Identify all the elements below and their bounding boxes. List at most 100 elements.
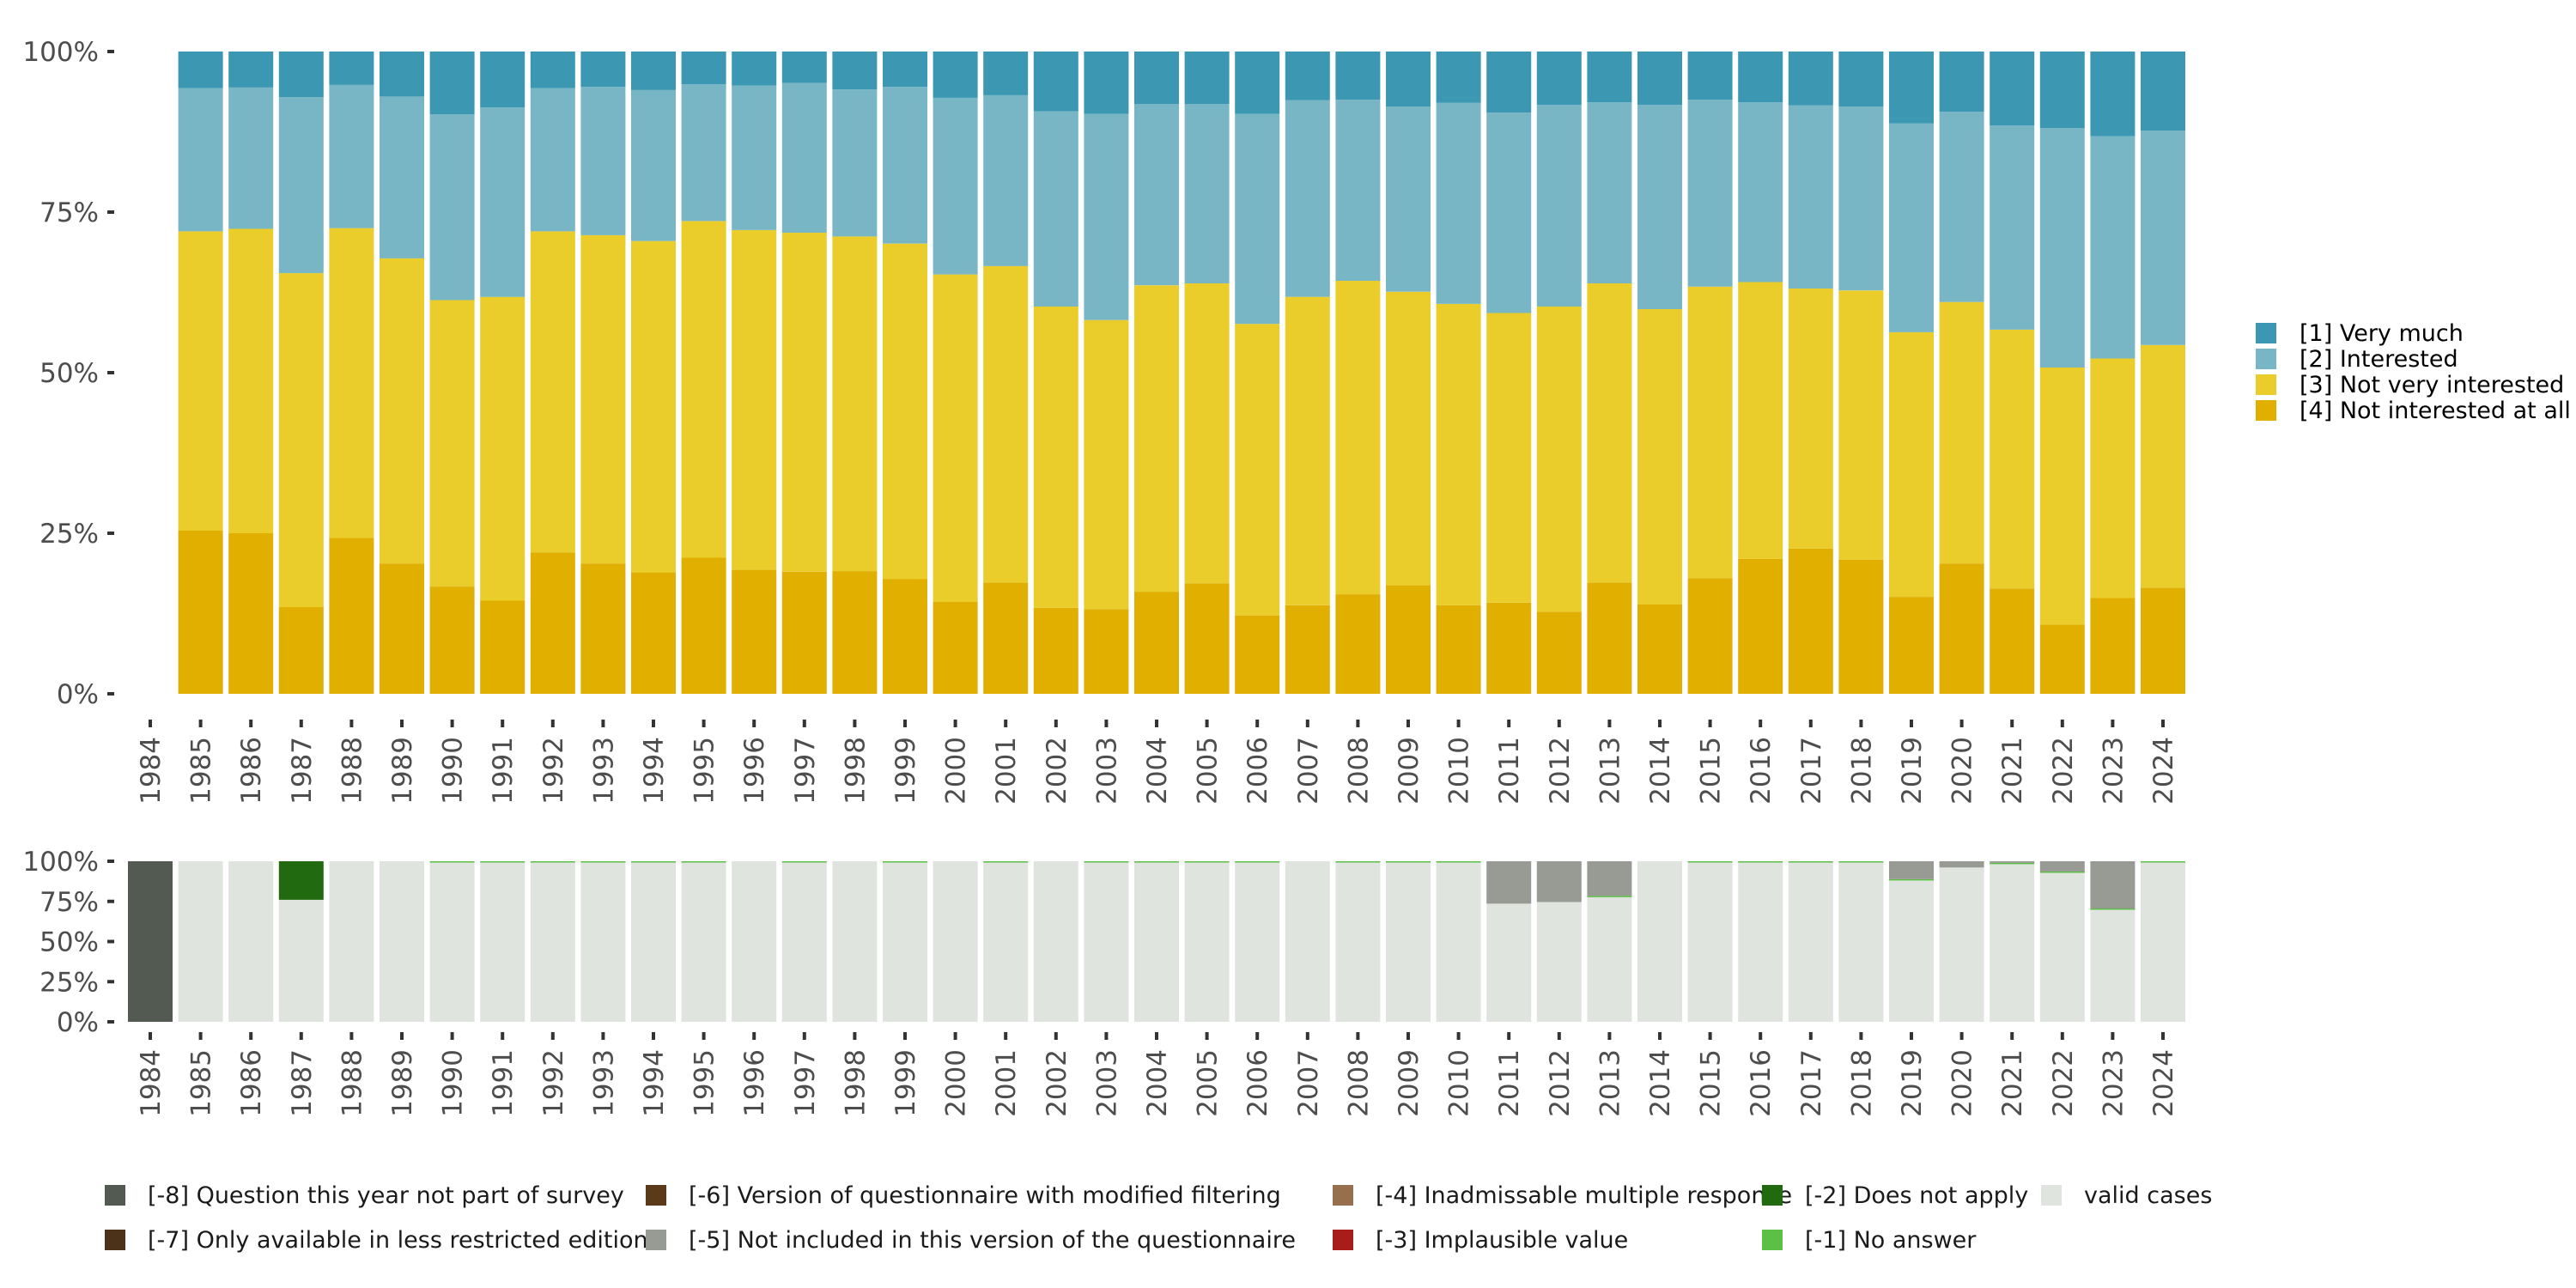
legend-swatch-4 bbox=[2256, 400, 2276, 421]
top-bar-segment-1985-s1 bbox=[178, 231, 223, 531]
top-x-tick-label: 2023 bbox=[2098, 737, 2129, 805]
bottom-bar-segment-1988-s0 bbox=[329, 861, 374, 1022]
top-bar-segment-2014-s3 bbox=[1637, 52, 1682, 106]
bottom-legend-swatch bbox=[105, 1185, 125, 1206]
top-bar-segment-1996-s1 bbox=[732, 229, 777, 570]
top-x-tick-label: 2011 bbox=[1494, 737, 1525, 805]
bottom-legend-label: [-7] Only available in less restricted e… bbox=[148, 1227, 648, 1254]
top-bar-segment-2018-s1 bbox=[1838, 290, 1884, 560]
bottom-legend-label: [-3] Implausible value bbox=[1376, 1227, 1628, 1254]
top-bar-segment-2024-s1 bbox=[2141, 344, 2185, 588]
top-bar-segment-2022-s1 bbox=[2039, 368, 2085, 625]
top-x-tick-label: 1990 bbox=[438, 737, 469, 805]
bottom-bar-segment-2024-s0 bbox=[2141, 861, 2185, 1022]
top-bar-segment-2024-s3 bbox=[2141, 52, 2185, 131]
top-bar-segment-2007-s2 bbox=[1285, 100, 1330, 297]
bottom-bar-segment-2021-s0 bbox=[1990, 863, 2035, 1022]
bottom-bar-segment-2003-s1 bbox=[1084, 861, 1129, 863]
bottom-x-tick-label: 1992 bbox=[538, 1049, 569, 1117]
top-bar-segment-2010-s0 bbox=[1436, 605, 1481, 694]
top-bar-segment-1986-s0 bbox=[228, 533, 274, 694]
top-bar-segment-2023-s0 bbox=[2090, 598, 2136, 694]
bottom-bar-segment-1985-s0 bbox=[178, 861, 223, 1022]
top-x-tick-label: 2020 bbox=[1947, 737, 1978, 805]
top-bar-segment-2019-s3 bbox=[1889, 52, 1934, 124]
top-bar-segment-2005-s1 bbox=[1184, 283, 1230, 584]
top-bar-segment-1994-s0 bbox=[631, 572, 676, 694]
top-bar-segment-2003-s1 bbox=[1084, 319, 1129, 610]
bottom-bar-segment-1986-s0 bbox=[228, 861, 274, 1022]
top-bar-segment-2005-s2 bbox=[1184, 104, 1230, 283]
bottom-bar-segment-1991-s1 bbox=[480, 861, 526, 863]
top-bar-segment-2011-s0 bbox=[1486, 602, 1532, 694]
bottom-x-tick-label: 2017 bbox=[1796, 1049, 1827, 1117]
bottom-legend-label: [-5] Not included in this version of the… bbox=[689, 1227, 1296, 1254]
top-bar-segment-2010-s1 bbox=[1436, 304, 1481, 605]
top-x-tick-label: 2018 bbox=[1846, 737, 1877, 805]
bottom-legend-label: [-4] Inadmissable multiple response bbox=[1376, 1182, 1792, 1209]
top-bar-segment-2002-s2 bbox=[1033, 111, 1078, 307]
top-bar-segment-2002-s0 bbox=[1033, 607, 1078, 694]
top-bar-segment-2007-s1 bbox=[1285, 296, 1330, 605]
bottom-bar-segment-1990-s1 bbox=[429, 861, 475, 863]
bottom-x-tick-label: 2001 bbox=[991, 1049, 1022, 1117]
top-x-tick-label: 2007 bbox=[1293, 737, 1324, 805]
top-bar-segment-2011-s2 bbox=[1486, 112, 1532, 313]
top-bar-segment-1998-s0 bbox=[832, 571, 878, 694]
bottom-bar-segment-1992-s1 bbox=[530, 861, 575, 863]
bottom-bar-segment-2001-s0 bbox=[983, 861, 1029, 1022]
top-bar-segment-2010-s2 bbox=[1436, 102, 1481, 304]
top-x-tick-label: 2013 bbox=[1595, 737, 1625, 805]
bottom-bar-segment-2019-s5 bbox=[1889, 861, 1934, 879]
top-bar-segment-2005-s0 bbox=[1184, 583, 1230, 694]
bottom-y-tick-label: 25% bbox=[39, 967, 99, 998]
top-bar-segment-1990-s3 bbox=[429, 52, 475, 115]
bottom-bar-segment-2002-s0 bbox=[1033, 861, 1078, 1022]
bottom-bar-segment-2021-s1 bbox=[1990, 862, 2035, 865]
top-x-tick-label: 1993 bbox=[588, 737, 619, 805]
bottom-bar-segment-2022-s5 bbox=[2039, 861, 2085, 872]
top-bar-segment-2021-s2 bbox=[1990, 125, 2035, 330]
top-x-tick-label: 1991 bbox=[488, 737, 519, 805]
top-bar-segment-1992-s3 bbox=[530, 52, 575, 88]
top-bar-segment-2022-s2 bbox=[2039, 128, 2085, 368]
bottom-bar-segment-2010-s0 bbox=[1436, 861, 1481, 1022]
top-x-tick-label: 2002 bbox=[1042, 737, 1072, 805]
top-x-tick-label: 1986 bbox=[236, 737, 267, 805]
bottom-x-tick-label: 2003 bbox=[1091, 1049, 1122, 1117]
bottom-legend-swatch bbox=[1333, 1230, 1353, 1250]
top-bar-segment-2011-s1 bbox=[1486, 313, 1532, 603]
top-stacked-bar-chart bbox=[178, 52, 2185, 694]
top-bar-segment-2000-s1 bbox=[933, 274, 978, 603]
top-bar-segment-2016-s0 bbox=[1738, 558, 1783, 694]
top-bar-segment-2013-s1 bbox=[1587, 283, 1632, 583]
top-bar-segment-1988-s0 bbox=[329, 538, 374, 694]
bottom-legend-label: valid cases bbox=[2084, 1182, 2212, 1209]
bottom-bar-segment-2016-s1 bbox=[1738, 861, 1783, 863]
bottom-x-tick-label: 1990 bbox=[438, 1049, 469, 1117]
top-x-tick-label: 2014 bbox=[1645, 737, 1676, 805]
bottom-bar-segment-2006-s1 bbox=[1235, 861, 1280, 863]
top-bar-segment-2002-s1 bbox=[1033, 307, 1078, 608]
top-bar-segment-2021-s0 bbox=[1990, 588, 2035, 694]
bottom-bar-segment-1992-s0 bbox=[530, 861, 575, 1022]
bottom-bar-segment-2023-s1 bbox=[2090, 908, 2136, 910]
bottom-bar-segment-1997-s1 bbox=[781, 861, 827, 863]
bottom-bar-segment-2018-s1 bbox=[1838, 861, 1884, 863]
bottom-bar-segment-1998-s0 bbox=[832, 861, 878, 1022]
top-bar-segment-1988-s2 bbox=[329, 84, 374, 228]
top-legend: [1] Very much[2] Interested[3] Not very … bbox=[2256, 320, 2571, 424]
bottom-y-tick-label: 100% bbox=[22, 847, 99, 878]
bottom-bar-segment-2011-s0 bbox=[1486, 903, 1532, 1022]
bottom-x-axis: 1984 1985 1986 1987 1988 1989 1990 1991 1992 1993… bbox=[136, 1032, 2179, 1117]
top-bar-segment-1990-s2 bbox=[429, 114, 475, 301]
top-bar-segment-1989-s3 bbox=[380, 52, 424, 97]
bottom-x-tick-label: 1984 bbox=[136, 1049, 167, 1117]
top-bar-segment-2009-s3 bbox=[1386, 52, 1431, 107]
top-x-tick-label: 2005 bbox=[1193, 737, 1224, 805]
top-bar-segment-2005-s3 bbox=[1184, 52, 1230, 105]
top-bar-segment-2019-s2 bbox=[1889, 123, 1934, 332]
top-bar-segment-2021-s3 bbox=[1990, 52, 2035, 125]
bottom-bar-segment-2020-s0 bbox=[1939, 867, 1984, 1022]
top-bar-segment-2014-s1 bbox=[1637, 308, 1682, 605]
